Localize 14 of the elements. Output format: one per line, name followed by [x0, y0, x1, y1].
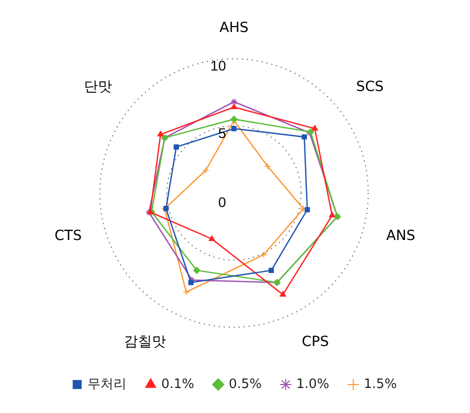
spoke-label: SCS — [356, 78, 384, 95]
legend-label: 1.0% — [296, 376, 330, 392]
legend-label: 무처리 — [88, 376, 127, 392]
y-tick-label: 0 — [218, 194, 226, 210]
spoke-label: 감칠맛 — [124, 334, 166, 350]
spoke-label: AHS — [220, 20, 249, 36]
spoke-label: CPS — [302, 334, 329, 350]
legend-label: 1.5% — [364, 376, 397, 392]
spoke-label: 단맛 — [84, 78, 112, 95]
legend-label: 0.1% — [161, 376, 194, 392]
y-tick-label: 10 — [210, 58, 226, 74]
spoke-label: CTS — [54, 228, 82, 244]
spoke-label: ANS — [386, 228, 416, 244]
legend-label: 0.5% — [228, 376, 262, 392]
